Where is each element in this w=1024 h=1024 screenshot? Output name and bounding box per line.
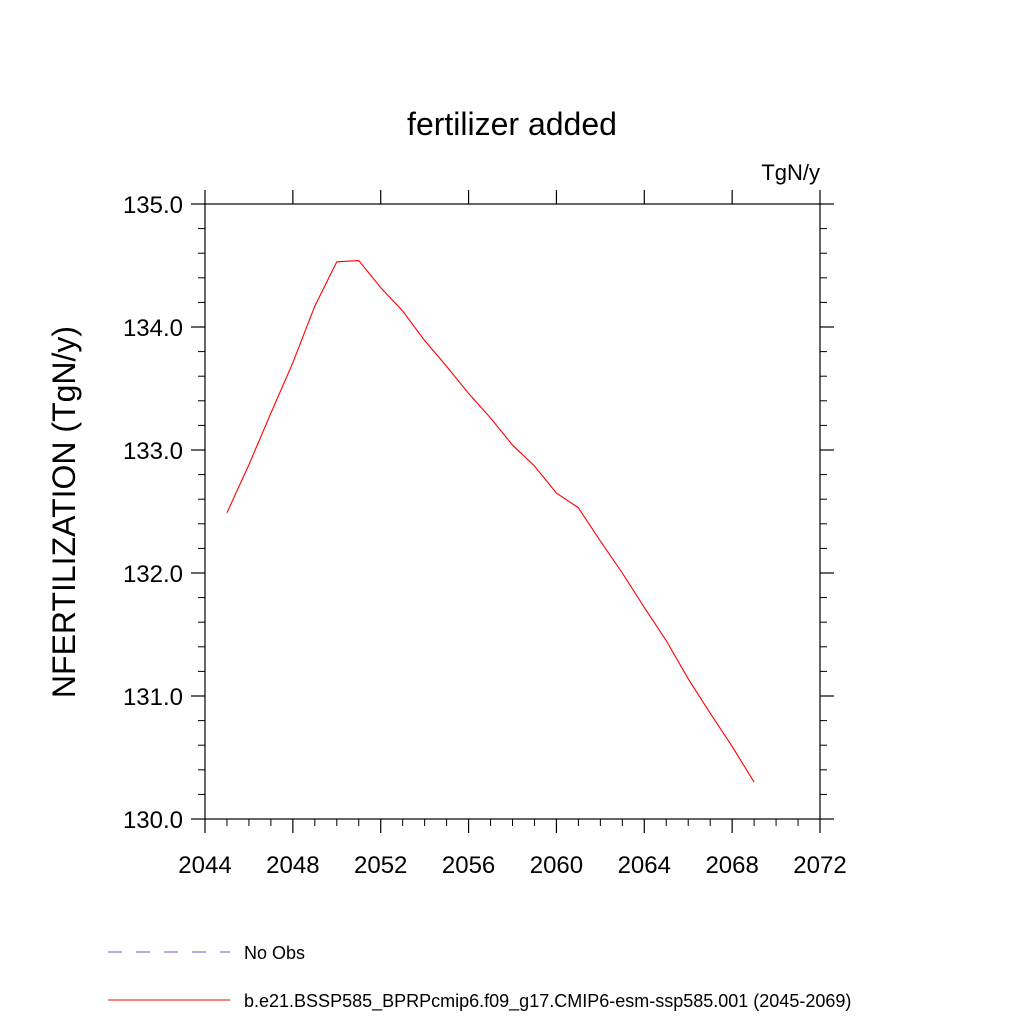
x-tick-labels: 2044 2048 2052 2056 2060 2064 2068 2072	[178, 852, 846, 879]
x-tick-label: 2044	[178, 852, 231, 879]
series-layer	[226, 260, 755, 783]
y-tick-label: 130.0	[123, 807, 183, 834]
chart-title: fertilizer added	[407, 106, 617, 142]
plot-frame	[204, 203, 821, 820]
y-axis-label: NFERTILIZATION (TgN/y)	[46, 326, 82, 698]
x-tick-label: 2060	[530, 852, 583, 879]
y-tick-label: 131.0	[123, 684, 183, 711]
y-tick-label: 135.0	[123, 192, 183, 219]
y-tick-label: 134.0	[123, 315, 183, 342]
x-tick-label: 2072	[793, 852, 846, 879]
x-tick-label: 2068	[705, 852, 758, 879]
y-tick-labels: 130.0 131.0 132.0 133.0 134.0 135.0	[123, 192, 183, 834]
legend: No Obs b.e21.BSSP585_BPRPcmip6.f09_g17.CM…	[108, 943, 851, 1012]
units-label: TgN/y	[761, 160, 820, 185]
x-tick-label: 2064	[618, 852, 671, 879]
legend-label: No Obs	[244, 943, 305, 963]
x-tick-label: 2052	[354, 852, 407, 879]
series-line	[226, 260, 755, 783]
y-tick-label: 133.0	[123, 438, 183, 465]
legend-label: b.e21.BSSP585_BPRPcmip6.f09_g17.CMIP6-es…	[244, 991, 851, 1012]
axis-ticks	[191, 190, 834, 833]
y-tick-label: 132.0	[123, 561, 183, 588]
x-tick-label: 2056	[442, 852, 495, 879]
x-tick-label: 2048	[266, 852, 319, 879]
